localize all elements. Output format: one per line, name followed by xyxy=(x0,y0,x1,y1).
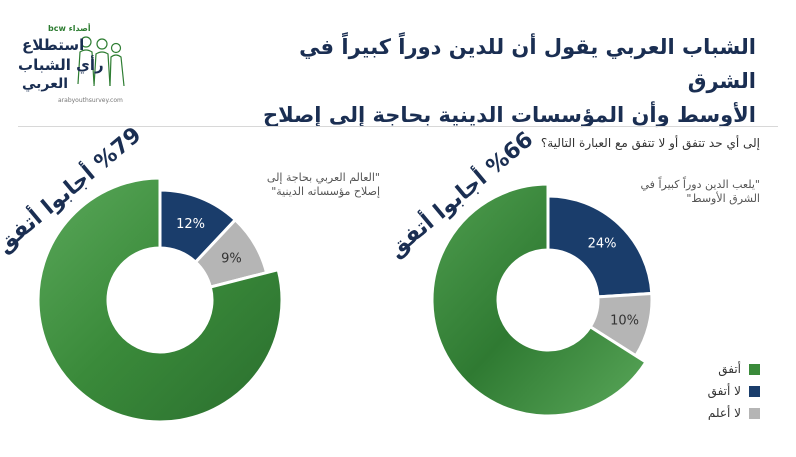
slice-agree xyxy=(430,182,649,418)
legend-item-agree: أتفق xyxy=(640,358,760,380)
slice-label: 9% xyxy=(221,252,242,267)
slice-label: 10% xyxy=(610,314,639,329)
donut-hole xyxy=(108,248,212,352)
legend-swatch xyxy=(749,385,760,397)
header-divider xyxy=(18,126,778,127)
legend-label: أتفق xyxy=(718,362,741,376)
logo-line-3: العربي xyxy=(22,76,69,92)
slice-label: 12% xyxy=(176,217,205,232)
legend-swatch xyxy=(749,363,760,375)
slice-label: 24% xyxy=(588,236,617,251)
legend-swatch xyxy=(749,407,760,419)
legend: أتفق لا أتفق لا أعلم xyxy=(640,358,760,424)
legend-label: لا أعلم xyxy=(707,406,741,420)
logo-line-2: رأي الشباب xyxy=(18,56,104,74)
statement-left: "العالم العربي بحاجة إلى إصلاح مؤسساته ا… xyxy=(266,171,380,198)
title-line-1: الشباب العربي يقول أن للدين دوراً كبيراً… xyxy=(299,35,756,93)
title-line-2: الأوسط وأن المؤسسات الدينية بحاجة إلى إص… xyxy=(262,103,756,127)
page-title: الشباب العربي يقول أن للدين دوراً كبيراً… xyxy=(236,30,756,132)
survey-question: إلى أي حد تتفق أو لا تتفق مع العبارة الت… xyxy=(540,136,760,150)
legend-item-disagree: لا أتفق xyxy=(640,380,760,402)
brand-name: bcw أصداء xyxy=(48,24,91,33)
survey-logo: bcw أصداء استطلاع رأي الشباب العربي arab… xyxy=(18,24,130,106)
header: الشباب العربي يقول أن للدين دوراً كبيراً… xyxy=(0,0,796,128)
legend-label: لا أتفق xyxy=(707,384,741,398)
legend-item-dontknow: لا أعلم xyxy=(640,402,760,424)
logo-figures-icon xyxy=(77,36,125,87)
logo-website: arabyouthsurvey.com xyxy=(58,97,123,104)
donut-hole xyxy=(498,250,598,350)
logo-line-1: استطلاع xyxy=(22,36,85,54)
statement-right: "يلعب الدين دوراً كبيراً في الشرق الأوسط… xyxy=(640,178,760,205)
